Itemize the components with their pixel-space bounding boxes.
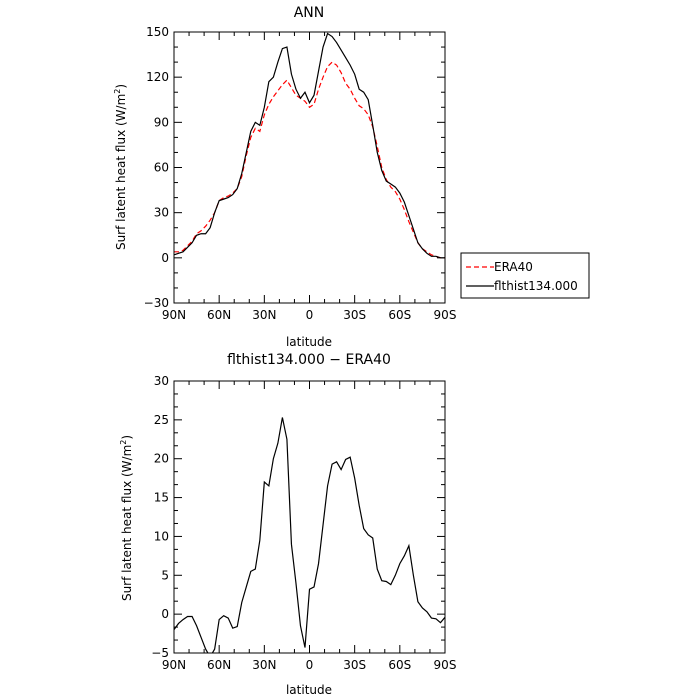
top-panel-x-axis-label: latitude: [286, 335, 332, 349]
top-panel-series: [174, 32, 445, 259]
bottom-panel-y-tick-label: −5: [151, 646, 169, 660]
top-panel-x-tick-label: 60N: [207, 308, 231, 322]
top-panel-y-tick-label: 90: [154, 115, 169, 129]
bottom-panel-y-tick-label: 25: [154, 413, 169, 427]
legend: ERA40 flthist134.000: [460, 252, 590, 299]
bottom-panel-series: [174, 417, 445, 653]
bottom-panel-x-axis-label: latitude: [286, 683, 332, 697]
top-panel-x-tick-label: 30N: [252, 308, 276, 322]
bottom-panel-y-tick-label: 15: [154, 491, 169, 505]
top-panel-x-tick-label: 90N: [162, 308, 186, 322]
top-panel: ANN latitude Surf latent heat flux (W/m2…: [113, 5, 456, 349]
bottom-panel-x-tick-label: 60S: [388, 658, 411, 672]
bottom-panel-y-axis-label-main: Surf latent heat flux (W/m: [120, 445, 134, 601]
bottom-panel-y-axis-label-tail: ): [120, 435, 134, 440]
bottom-panel-x-tick-label: 60N: [207, 658, 231, 672]
top-panel-series-line-1: [174, 61, 445, 259]
top-panel-x-tick-label: 30S: [343, 308, 366, 322]
top-panel-y-tick-label: 30: [154, 206, 169, 220]
top-panel-y-axis-label-sup: 2: [113, 89, 122, 94]
top-panel-y-tick-label: 150: [146, 25, 169, 39]
top-panel-frame: [173, 31, 446, 304]
bottom-panel-frame: [173, 380, 446, 654]
top-panel-y-tick-label: 0: [161, 251, 169, 265]
bottom-panel-x-tick-label: 90N: [162, 658, 186, 672]
bottom-panel-y-tick-label: 10: [154, 529, 169, 543]
bottom-panel-y-tick-label: 30: [154, 374, 169, 388]
bottom-panel-y-axis-label: Surf latent heat flux (W/m2): [119, 435, 134, 601]
bottom-panel-y-tick-label: 20: [154, 452, 169, 466]
legend-era40-label: ERA40: [494, 260, 533, 274]
bottom-panel-x-tick-label: 30N: [252, 658, 276, 672]
top-panel-y-axis-label-tail: ): [114, 84, 128, 89]
top-panel-x-tick-label: 90S: [434, 308, 457, 322]
bottom-panel-y-axis-label-sup: 2: [119, 440, 128, 445]
top-panel-x-tick-label: 0: [306, 308, 314, 322]
legend-flthist-label: flthist134.000: [494, 279, 578, 293]
bottom-panel: flthist134.000 − ERA40 latitude Surf lat…: [119, 352, 456, 697]
bottom-panel-y-tick-label: 5: [161, 568, 169, 582]
top-panel-y-axis-label-main: Surf latent heat flux (W/m: [114, 94, 128, 250]
top-panel-y-tick-label: 60: [154, 161, 169, 175]
bottom-panel-ticks: 90N 60N 30N 0 30S 60S 90S −5 0 5 10 15 20 25 30: [151, 374, 456, 672]
bottom-panel-title: flthist134.000 − ERA40: [227, 352, 391, 368]
bottom-panel-x-tick-label: 30S: [343, 658, 366, 672]
bottom-panel-series-line-1: [174, 417, 445, 653]
top-panel-y-axis-label: Surf latent heat flux (W/m2): [113, 84, 128, 250]
legend-box: [460, 252, 590, 299]
top-panel-y-tick-label: 120: [146, 70, 169, 84]
bottom-panel-x-tick-label: 0: [306, 658, 314, 672]
top-panel-y-tick-label: −30: [144, 296, 169, 310]
top-panel-title: ANN: [294, 5, 325, 21]
bottom-panel-y-tick-label: 0: [161, 607, 169, 621]
top-panel-x-tick-label: 60S: [388, 308, 411, 322]
top-panel-ticks: 90N 60N 30N 0 30S 60S 90S −30 0 30 60 90 120 150: [144, 25, 457, 322]
top-panel-series-line-2: [174, 32, 445, 259]
bottom-panel-x-tick-label: 90S: [434, 658, 457, 672]
